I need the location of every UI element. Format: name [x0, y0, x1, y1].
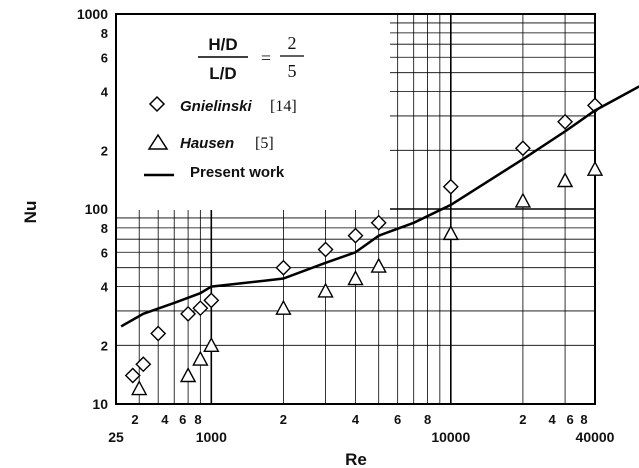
equation: H/D L/D = 2 5	[198, 33, 304, 83]
gnielinski-point	[192, 300, 209, 317]
legend-label-present-work: Present work	[190, 164, 285, 181]
x-axis-title: Re	[345, 450, 367, 468]
gnielinski-point	[275, 259, 292, 276]
y-tick-label: 4	[101, 280, 109, 295]
gnielinski-point	[557, 113, 574, 130]
legend-ref-hausen: [5]	[255, 135, 274, 152]
gnielinski-point	[370, 214, 387, 231]
x-tick-label: 10000	[431, 429, 470, 445]
y-tick-label: 2	[101, 338, 108, 353]
gnielinski-point	[317, 241, 334, 258]
y-tick-label: 6	[101, 50, 108, 65]
x-tick-label: 40000	[576, 429, 615, 445]
hausen-point	[317, 282, 334, 298]
hausen-point	[192, 350, 209, 366]
y-tick-label: 100	[85, 201, 109, 217]
y-axis-title: Nu	[21, 201, 40, 224]
x-tick-label: 4	[161, 412, 169, 427]
x-tick-label: 2	[519, 412, 526, 427]
equation-den-right: 5	[288, 61, 297, 81]
gnielinski-point	[135, 356, 152, 373]
equation-num-right: 2	[288, 33, 297, 53]
hausen-point	[179, 367, 197, 383]
hausen-point	[275, 299, 292, 315]
y-tick-label: 1000	[77, 6, 108, 22]
legend-triangle-marker	[147, 133, 169, 150]
series-layer	[120, 85, 639, 396]
plot-frame	[115, 13, 596, 405]
hausen-point	[442, 224, 459, 241]
x-tick-label: 8	[580, 412, 587, 427]
gnielinski-point	[150, 325, 167, 342]
hausen-point	[556, 172, 574, 188]
legend-box	[116, 14, 390, 210]
equation-num-left: H/D	[208, 35, 237, 54]
y-tick-label: 10	[92, 396, 108, 412]
gnielinski-point	[203, 292, 220, 309]
x-tick-label: 6	[394, 412, 401, 427]
y-tick-label: 4	[101, 85, 109, 100]
x-tick-label: 8	[194, 412, 201, 427]
x-tick-label: 6	[179, 412, 186, 427]
hausen-point	[347, 270, 364, 286]
legend-label-hausen: Hausen	[180, 135, 234, 152]
x-tick-label: 6	[567, 412, 574, 427]
x-tick-label: 25	[108, 429, 124, 445]
gnielinski-point	[514, 140, 531, 157]
legend-ref-gnielinski: [14]	[270, 98, 297, 115]
x-tick-label: 4	[352, 412, 360, 427]
hausen-point	[203, 336, 220, 352]
hausen-point	[370, 257, 387, 273]
hausen-point	[131, 380, 148, 396]
y-tick-label: 8	[101, 221, 108, 236]
present-work-line	[120, 85, 639, 328]
hausen-point	[586, 160, 604, 176]
gnielinski-point	[180, 305, 197, 322]
legend: Gnielinski [14] Hausen [5] Present work	[144, 95, 297, 181]
gnielinski-point	[124, 367, 141, 384]
legend-label-gnielinski: Gnielinski	[180, 98, 253, 115]
y-tick-label: 6	[101, 245, 108, 260]
x-tick-label: 1000	[196, 429, 227, 445]
gnielinski-point	[347, 227, 364, 244]
equation-den-left: L/D	[209, 64, 236, 83]
x-tick-label: 8	[424, 412, 431, 427]
y-tick-label: 2	[101, 143, 108, 158]
gnielinski-point	[442, 178, 459, 195]
x-tick-label: 2	[131, 412, 138, 427]
x-tick-label: 4	[549, 412, 557, 427]
equation-equals: =	[261, 48, 271, 68]
legend-diamond-marker	[148, 95, 166, 113]
x-tick-label: 2	[280, 412, 287, 427]
y-tick-labels: 10 2 4 6 8 100 2 4 6 8 1000	[77, 6, 109, 412]
hausen-point	[514, 192, 532, 208]
y-tick-label: 8	[101, 26, 108, 41]
